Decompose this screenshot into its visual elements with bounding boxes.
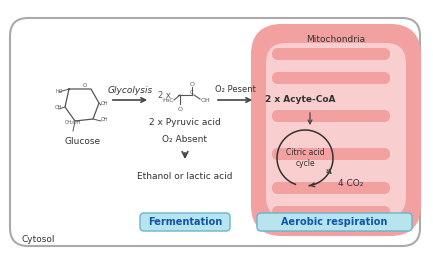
Text: 2 x: 2 x: [158, 90, 171, 99]
Text: Citric acid
cycle: Citric acid cycle: [286, 148, 324, 168]
Text: O: O: [83, 83, 87, 88]
Text: O₂ Absent: O₂ Absent: [162, 136, 207, 144]
Text: 2 x Pyruvic acid: 2 x Pyruvic acid: [149, 118, 221, 127]
Text: Mitochondria: Mitochondria: [307, 34, 365, 43]
FancyBboxPatch shape: [272, 110, 390, 122]
FancyBboxPatch shape: [272, 72, 390, 84]
FancyBboxPatch shape: [257, 213, 412, 231]
Text: O: O: [178, 107, 182, 112]
Text: O₂ Pesent: O₂ Pesent: [215, 85, 255, 94]
FancyBboxPatch shape: [140, 213, 230, 231]
Text: HO: HO: [55, 89, 62, 94]
FancyBboxPatch shape: [10, 18, 420, 246]
Text: OH: OH: [55, 105, 62, 110]
Text: Fermentation: Fermentation: [148, 217, 222, 227]
Text: Cytosol: Cytosol: [22, 235, 55, 244]
Text: Glycolysis: Glycolysis: [107, 86, 152, 95]
Text: CH₂OH: CH₂OH: [65, 120, 81, 125]
Text: H₃C: H₃C: [162, 97, 174, 102]
Text: Ethanol or lactic acid: Ethanol or lactic acid: [137, 172, 233, 181]
Text: O: O: [190, 81, 194, 87]
Text: 2 x Acyte-CoA: 2 x Acyte-CoA: [265, 95, 335, 104]
Text: OH: OH: [101, 117, 109, 122]
FancyBboxPatch shape: [272, 206, 390, 218]
FancyBboxPatch shape: [272, 182, 390, 194]
Text: Aerobic respiration: Aerobic respiration: [281, 217, 387, 227]
Text: OH: OH: [101, 101, 109, 106]
Text: OH: OH: [201, 97, 211, 102]
Text: 4 CO₂: 4 CO₂: [338, 179, 363, 188]
Text: C: C: [190, 90, 194, 95]
FancyBboxPatch shape: [266, 43, 406, 217]
FancyBboxPatch shape: [252, 25, 420, 235]
FancyBboxPatch shape: [272, 148, 390, 160]
FancyBboxPatch shape: [272, 48, 390, 60]
Text: Glucose: Glucose: [65, 137, 101, 146]
